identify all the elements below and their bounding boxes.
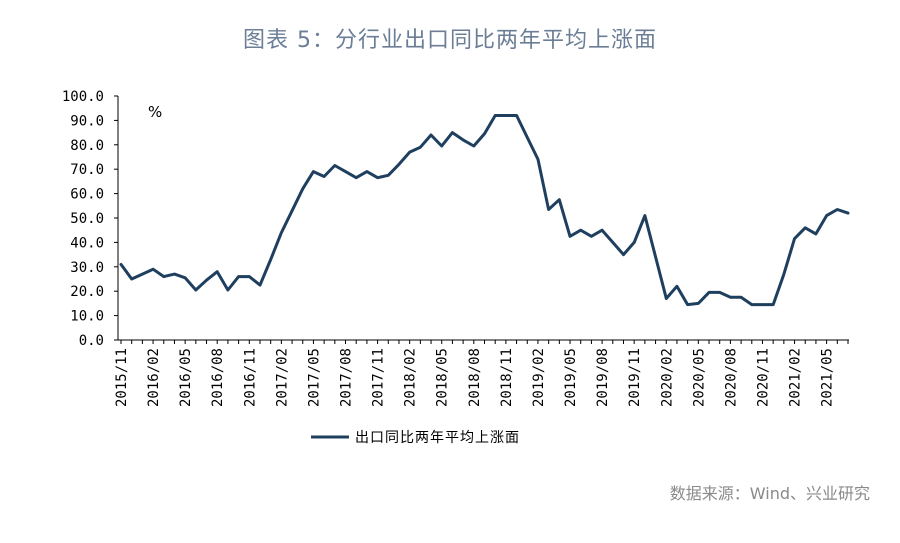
x-tick-label: 2018/02 [403, 348, 419, 407]
series-group [119, 114, 850, 307]
y-tick-label: 100.0 [62, 89, 104, 105]
x-tick-label: 2016/05 [178, 348, 194, 407]
x-tick-label: 2016/02 [146, 348, 162, 407]
figure-title: 图表 5：分行业出口同比两年平均上涨面 [243, 28, 657, 53]
y-tick-label: 70.0 [70, 162, 104, 178]
x-tick-label: 2021/05 [820, 348, 836, 407]
x-tick-label: 2019/05 [563, 348, 579, 407]
x-tick-label: 2016/11 [242, 348, 258, 407]
x-axis-ticks: 2015/11 2016/02 2016/05 2016/08 2016/11 2017/… [114, 340, 849, 407]
x-tick-label: 2020/11 [755, 348, 771, 407]
legend-label: 出口同比两年平均上涨面 [355, 430, 520, 446]
y-tick-label: 80.0 [70, 138, 104, 154]
y-tick-label: 90.0 [70, 113, 104, 129]
x-tick-label: 2019/02 [531, 348, 547, 407]
source-note: 数据来源：Wind、兴业研究 [669, 484, 870, 503]
x-tick-label: 2015/11 [114, 348, 130, 407]
y-tick-label: 20.0 [70, 284, 104, 300]
x-tick-label: 2017/08 [339, 348, 355, 407]
x-tick-label: 2020/08 [723, 348, 739, 407]
x-tick-label: 2017/02 [274, 348, 290, 407]
x-tick-label: 2017/05 [306, 348, 322, 407]
y-tick-label: 60.0 [70, 187, 104, 203]
series-line [119, 114, 850, 307]
y-tick-label: 50.0 [70, 211, 104, 227]
x-tick-label: 2018/11 [499, 348, 515, 407]
x-tick-label: 2018/08 [467, 348, 483, 407]
x-tick-label: 2021/02 [788, 348, 804, 407]
x-tick-label: 2020/05 [691, 348, 707, 407]
x-tick-label: 2020/02 [659, 348, 675, 407]
x-tick-label: 2019/08 [595, 348, 611, 407]
y-tick-label: 0.0 [79, 333, 104, 349]
x-tick-label: 2019/11 [627, 348, 643, 407]
legend: 出口同比两年平均上涨面 [311, 430, 520, 446]
y-tick-label: 30.0 [70, 260, 104, 276]
x-tick-label: 2017/11 [371, 348, 387, 407]
y-tick-label: 40.0 [70, 235, 104, 251]
y-unit-label: % [148, 103, 162, 121]
y-axis-ticks: 0.0 10.0 20.0 30.0 40.0 50.0 60.0 70.0 80.0 90.0 1… [62, 89, 118, 349]
x-tick-label: 2016/08 [210, 348, 226, 407]
y-tick-label: 10.0 [70, 309, 104, 325]
x-tick-label: 2018/05 [435, 348, 451, 407]
